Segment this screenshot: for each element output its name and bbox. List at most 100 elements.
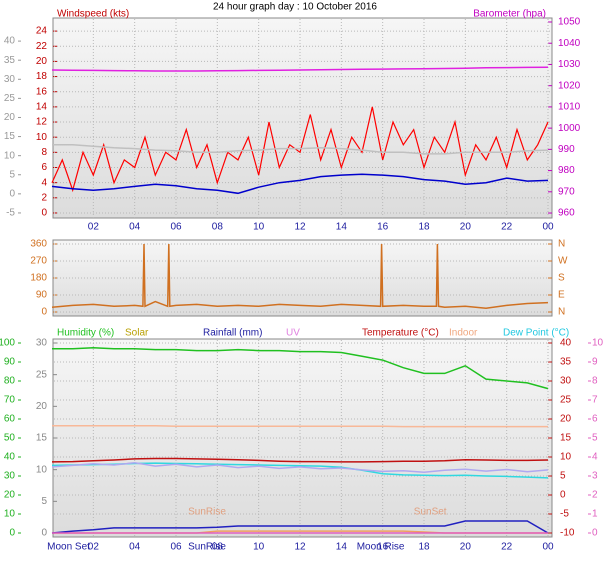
x-tick-label: 00 [542,542,554,553]
series-line [51,106,549,193]
x-tick-label: 14 [336,222,348,233]
y-tick-label: 90 [4,357,16,368]
y-tick-label: 14 [36,102,48,113]
y-tick-label: N [558,239,565,250]
y-tick-label: W [558,256,568,267]
y-tick-label: 960 [558,208,575,219]
x-tick-label: 00 [542,222,554,233]
series-line [52,425,548,428]
legend-label: Barometer (hpa) [473,9,546,20]
y-tick-label: 25 [4,93,16,104]
legend-label: Temperature (°C) [362,328,439,339]
y-tick-label: 10 [4,509,16,520]
y-tick-label: 22 [36,41,48,52]
y-tick-label: 8 [41,147,47,158]
wind-panel [52,17,553,219]
y-tick-label: 90 [36,290,48,301]
x-tick-label: 16 [377,222,389,233]
x-tick-label: 10 [253,222,265,233]
y-tick-label: 5 [560,471,566,482]
y-tick-label: 20 [560,414,572,425]
y-tick-label: 18 [36,71,48,82]
series-line [51,520,549,534]
x-tick-label: 02 [88,222,100,233]
y-tick-label: 20 [36,401,48,412]
y-tick-label: N [558,307,565,318]
y-tick-label: 0 [9,188,15,199]
y-tick-label: 270 [30,256,47,267]
series-line [51,173,549,195]
y-tick-label: 7 [592,395,598,406]
x-tick-label: 12 [294,542,306,553]
y-tick-label: 4 [592,452,598,463]
y-tick-label: -10 [560,528,575,539]
y-tick-label: 40 [4,452,16,463]
y-tick-label: -5 [560,509,569,520]
y-tick-label: -5 [6,208,15,219]
x-tick-label: 12 [294,222,306,233]
y-tick-label: 8 [592,376,598,387]
legend-label: UV [286,328,300,339]
y-tick-label: 10 [36,132,48,143]
y-tick-label: 25 [36,369,48,380]
y-tick-label: 10 [592,338,604,349]
y-tick-label: 2 [41,192,47,203]
y-tick-label: 1010 [558,102,581,113]
x-tick-label: 08 [212,222,224,233]
y-tick-label: 25 [560,395,572,406]
y-tick-label: 30 [560,376,572,387]
y-tick-label: 15 [4,131,16,142]
y-tick-label: 12 [36,117,48,128]
y-tick-label: 10 [4,150,16,161]
series-line [51,66,549,72]
x-tick-label: 06 [170,222,182,233]
y-tick-label: 35 [560,357,572,368]
y-tick-label: 0 [41,208,47,219]
y-tick-label: S [558,273,565,284]
y-tick-label: 20 [4,112,16,123]
y-tick-label: 1000 [558,123,581,134]
y-tick-label: 0 [592,528,598,539]
y-tick-label: 0 [41,307,47,318]
x-tick-label: 10 [253,542,265,553]
y-tick-label: 1040 [558,38,581,49]
event-label: Moon Rise [357,542,405,553]
y-tick-label: 5 [41,496,47,507]
y-tick-label: 80 [4,376,16,387]
y-tick-label: 20 [4,490,16,501]
y-tick-label: 0 [560,490,566,501]
series-line [52,144,549,155]
y-tick-label: 1050 [558,17,581,28]
y-tick-label: 5 [9,169,15,180]
x-tick-label: 18 [418,222,430,233]
series-line [51,457,549,463]
x-tick-label: 14 [336,542,348,553]
x-tick-label: 20 [460,542,472,553]
y-tick-label: 1 [592,509,598,520]
y-tick-label: 5 [592,433,598,444]
legend-label: Windspeed (kts) [57,9,129,20]
y-tick-label: 180 [30,273,47,284]
y-tick-label: 6 [41,162,47,173]
sun-event: SunSet [414,507,447,518]
x-tick-label: 02 [88,542,100,553]
y-tick-label: 20 [36,56,48,67]
legend-label: Indoor [449,328,478,339]
y-tick-label: 70 [4,395,16,406]
y-tick-label: 9 [592,357,598,368]
y-tick-label: 1020 [558,80,581,91]
x-tick-label: 04 [129,542,141,553]
y-tick-label: 16 [36,86,48,97]
y-tick-label: 1030 [558,59,581,70]
y-tick-label: 3 [592,471,598,482]
x-tick-label: 18 [418,542,430,553]
y-tick-label: 30 [4,471,16,482]
y-tick-label: 990 [558,144,575,155]
y-tick-label: 10 [560,452,572,463]
y-tick-label: 970 [558,186,575,197]
series-line [51,462,549,479]
chart-title: 24 hour graph day : 10 October 2016 [213,2,377,13]
y-tick-label: 100 [0,338,15,349]
x-tick-label: 20 [460,222,472,233]
